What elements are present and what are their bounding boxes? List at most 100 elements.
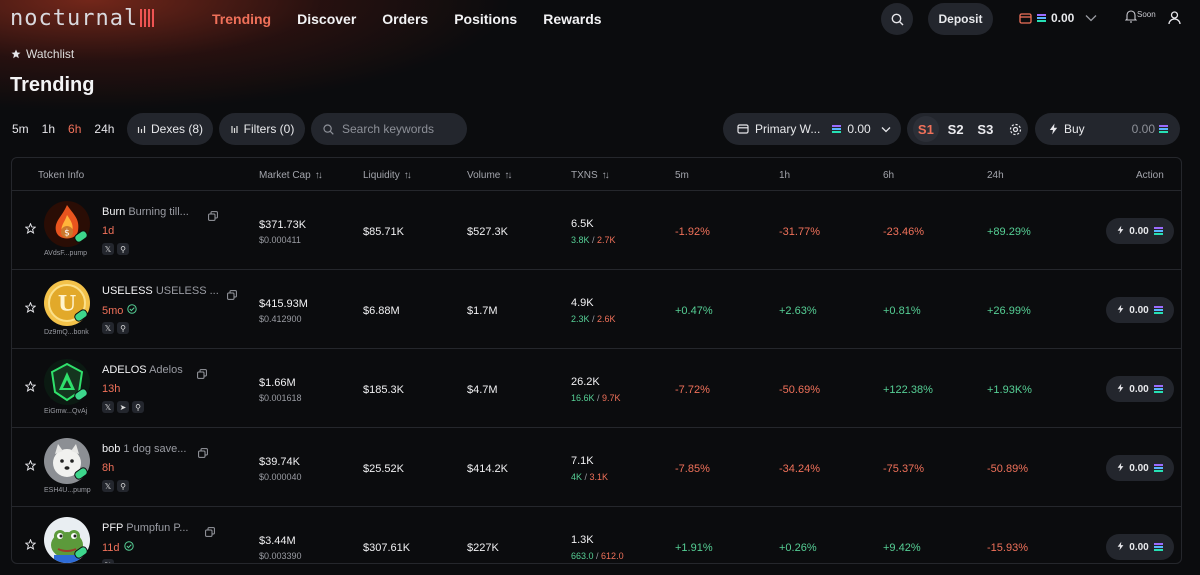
quick-buy-button[interactable]: 0.00 xyxy=(1106,297,1174,323)
txns-sells: 612.0 xyxy=(601,551,624,561)
copy-button[interactable] xyxy=(208,208,218,226)
copy-button[interactable] xyxy=(227,287,237,305)
token-symbol: Burn xyxy=(102,206,126,218)
token-age-value: 1d xyxy=(102,225,115,237)
x-icon[interactable]: 𝕏 xyxy=(102,480,114,492)
chevron-down-icon xyxy=(1085,15,1097,22)
solana-icon xyxy=(1037,14,1046,22)
token-name[interactable]: ADELOS Adelos xyxy=(102,364,183,376)
volume: $4.7M xyxy=(467,384,498,396)
token-address[interactable]: ESH4U...pump xyxy=(44,487,91,494)
table-row[interactable]: $ AVdsF...pump Burn Burning till... 1d 𝕏 ⚲ $37… xyxy=(12,191,1181,270)
search-icon[interactable]: ⚲ xyxy=(132,401,144,413)
wallet-selector[interactable]: Primary W... 0.00 xyxy=(723,113,901,145)
buy-amount-field[interactable]: 0.00 xyxy=(1132,122,1180,136)
slot-s1[interactable]: S1 xyxy=(913,116,939,142)
logo[interactable]: nocturnal xyxy=(10,6,157,31)
star-outline-icon xyxy=(24,222,37,234)
x-icon[interactable]: 𝕏 xyxy=(102,559,114,563)
txns-buys: 4K xyxy=(571,472,583,482)
copy-button[interactable] xyxy=(205,524,215,542)
quick-buy-amount: 0.00 xyxy=(1129,225,1149,237)
txns-buys: 16.6K xyxy=(571,393,595,403)
solana-icon xyxy=(832,125,842,133)
column-txns[interactable]: TXNS ↑↓ xyxy=(571,170,610,181)
quick-buy-button[interactable]: 0.00 xyxy=(1106,455,1174,481)
change-24h: +26.99% xyxy=(987,305,1031,317)
table-row[interactable]: ESH4U...pump bob 1 dog save... 8h 𝕏 ⚲ $39.74K… xyxy=(12,428,1181,507)
timeframe-1h[interactable]: 1h xyxy=(41,122,56,136)
txns-sells: 2.7K xyxy=(597,235,616,245)
top-bar: nocturnal Trending Discover Orders Position… xyxy=(0,0,1200,40)
wallet-selector-balance: 0.00 xyxy=(847,122,871,136)
quick-buy-button[interactable]: 0.00 xyxy=(1106,376,1174,402)
x-icon[interactable]: 𝕏 xyxy=(102,401,114,413)
token-address[interactable]: AVdsF...pump xyxy=(44,250,88,257)
lightning-icon xyxy=(1117,541,1124,554)
search-icon[interactable]: ⚲ xyxy=(117,480,129,492)
search-icon[interactable]: ⚲ xyxy=(117,322,129,334)
watchlist-star-button[interactable] xyxy=(24,379,37,397)
quick-buy-box[interactable]: Buy 0.00 xyxy=(1035,113,1180,145)
token-age: 13h xyxy=(102,383,120,395)
copy-button[interactable] xyxy=(198,445,208,463)
txns-split: 663.0 / 612.0 xyxy=(571,551,624,561)
column-market-cap[interactable]: Market Cap ↑↓ xyxy=(259,170,323,181)
keyword-search-input[interactable] xyxy=(342,122,462,136)
token-name[interactable]: bob 1 dog save... xyxy=(102,443,186,455)
timeframe-6h[interactable]: 6h xyxy=(68,122,82,136)
table-row[interactable]: PFP Pumpfun P... 11d 𝕏 $3.44M $0.003390 $307.… xyxy=(12,507,1181,563)
svg-text:U: U xyxy=(58,291,76,316)
nav-discover[interactable]: Discover xyxy=(297,11,357,27)
social-links: 𝕏 ⚲ xyxy=(102,243,129,255)
watchlist-star-button[interactable] xyxy=(24,300,37,318)
quick-buy-button[interactable]: 0.00 xyxy=(1106,218,1174,244)
star-outline-icon xyxy=(24,301,37,313)
token-address[interactable]: EiGmw...QvAj xyxy=(44,408,88,415)
filters-button[interactable]: Filters (0) xyxy=(219,113,305,145)
token-name[interactable]: PFP Pumpfun P... xyxy=(102,522,188,534)
dexes-filter-button[interactable]: Dexes (8) xyxy=(127,113,213,145)
token-avatar[interactable] xyxy=(44,438,90,484)
timeframe-24h[interactable]: 24h xyxy=(94,122,115,136)
change-6h: -75.37% xyxy=(883,463,924,475)
nav-trending[interactable]: Trending xyxy=(212,11,272,27)
column-liquidity[interactable]: Liquidity ↑↓ xyxy=(363,170,412,181)
nav-positions[interactable]: Positions xyxy=(454,11,518,27)
slot-s3[interactable]: S3 xyxy=(977,121,994,137)
table-row[interactable]: EiGmw...QvAj ADELOS Adelos 13h 𝕏 ➤ ⚲ $1.66M $0.… xyxy=(12,349,1181,428)
txns-separator: / xyxy=(594,393,603,403)
x-icon[interactable]: 𝕏 xyxy=(102,243,114,255)
telegram-icon[interactable]: ➤ xyxy=(117,401,129,413)
watchlist-star-button[interactable] xyxy=(24,537,37,555)
watchlist-link[interactable]: Watchlist xyxy=(11,47,74,61)
volume: $227K xyxy=(467,542,499,554)
watchlist-star-button[interactable] xyxy=(24,221,37,239)
quick-buy-button[interactable]: 0.00 xyxy=(1106,534,1174,560)
trending-table: Token Info Market Cap ↑↓ Liquidity ↑↓ Volume ↑… xyxy=(11,157,1182,564)
slot-s2[interactable]: S2 xyxy=(947,121,964,137)
wallet-balance-dropdown[interactable]: 0.00 xyxy=(1019,11,1097,25)
column-volume[interactable]: Volume ↑↓ xyxy=(467,170,512,181)
search-icon[interactable]: ⚲ xyxy=(117,243,129,255)
column-label: Token Info xyxy=(38,170,85,181)
profile-button[interactable] xyxy=(1168,11,1181,30)
settings-button[interactable] xyxy=(1002,116,1028,142)
column-label: Market Cap xyxy=(259,170,311,181)
copy-button[interactable] xyxy=(197,366,207,384)
token-name[interactable]: Burn Burning till... xyxy=(102,206,189,218)
x-icon[interactable]: 𝕏 xyxy=(102,322,114,334)
token-name[interactable]: USELESS USELESS ... xyxy=(102,285,219,297)
liquidity: $25.52K xyxy=(363,463,404,475)
column-label: 1h xyxy=(779,170,791,181)
nav-orders[interactable]: Orders xyxy=(382,11,429,27)
token-avatar[interactable]: U xyxy=(44,280,90,326)
deposit-button[interactable]: Deposit xyxy=(928,3,993,35)
token-address[interactable]: Dz9mQ...bonk xyxy=(44,329,89,336)
table-row[interactable]: U Dz9mQ...bonk USELESS USELESS ... 5mo 𝕏 ⚲ $41… xyxy=(12,270,1181,349)
nav-rewards[interactable]: Rewards xyxy=(543,11,602,27)
watchlist-star-button[interactable] xyxy=(24,458,37,476)
search-button[interactable] xyxy=(881,3,913,35)
notifications-button[interactable] xyxy=(1124,9,1138,28)
timeframe-5m[interactable]: 5m xyxy=(12,122,29,136)
